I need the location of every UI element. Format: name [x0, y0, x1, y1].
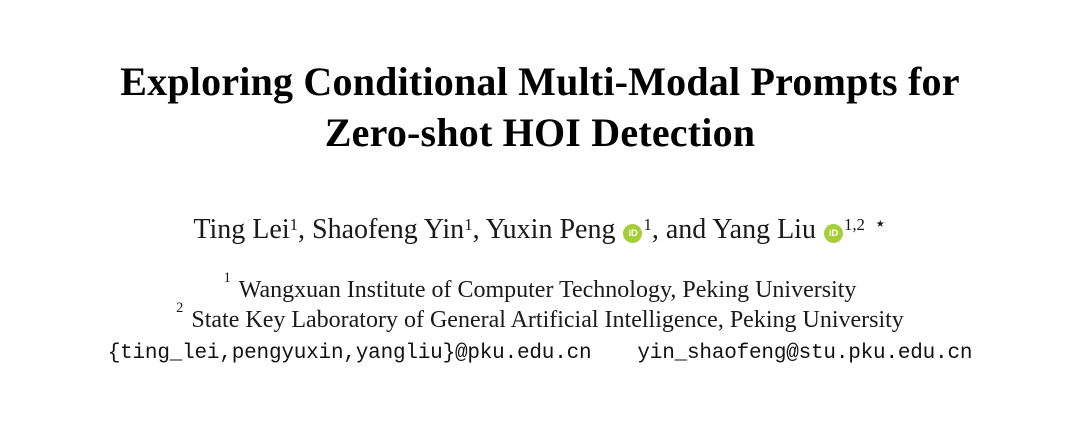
author-name-1: Ting Lei	[193, 214, 290, 245]
author-affil-sup-2: 1	[464, 214, 473, 234]
author-separator-1: ,	[298, 214, 313, 245]
author-affil-sup-4: 1,2	[843, 214, 865, 234]
orcid-icon[interactable]: iD	[823, 224, 843, 244]
paper-title-line-2: Zero-shot HOI Detection	[324, 110, 756, 155]
affiliation-text-1: Wangxuan Institute of Computer Technolog…	[238, 277, 857, 303]
author-separator-3: , and	[651, 214, 713, 245]
affiliation-line-2: 2 State Key Laboratory of General Artific…	[0, 300, 1080, 335]
author-name-2: Shaofeng Yin	[312, 214, 465, 245]
email-individual-address: yin_shaofeng@stu.pku.edu.cn	[637, 342, 973, 365]
author-separator-2: ,	[472, 214, 486, 245]
affiliation-text-2: State Key Laboratory of General Artifici…	[191, 307, 904, 333]
email-group-address: {ting_lei,pengyuxin,yangliu}@pku.edu.cn	[107, 342, 592, 365]
affiliation-marker-2: 2	[176, 299, 184, 316]
orcid-icon[interactable]: iD	[623, 224, 643, 244]
paper-title-line-1: Exploring Conditional Multi-Modal Prompt…	[120, 59, 960, 104]
affiliation-block: 1 Wangxuan Institute of Computer Technolo…	[0, 270, 1080, 335]
affiliation-line-1: 1 Wangxuan Institute of Computer Technolo…	[0, 270, 1080, 305]
author-affil-sup-3: 1	[643, 214, 652, 234]
paper-title: Exploring Conditional Multi-Modal Prompt…	[0, 56, 1080, 158]
author-name-4: Yang Liu	[712, 214, 816, 245]
author-affil-sup-1: 1	[289, 214, 299, 234]
author-line: Ting Lei1, Shaofeng Yin1, Yuxin Peng iD 1,…	[0, 211, 1080, 248]
orcid-icon-label: iD	[628, 228, 638, 239]
orcid-icon-label: iD	[829, 228, 838, 239]
corresponding-author-star: ⋆	[873, 212, 887, 235]
email-line: {ting_lei,pengyuxin,yangliu}@pku.edu.cn y…	[0, 340, 1080, 368]
affiliation-marker-1: 1	[223, 269, 231, 286]
author-name-3: Yuxin Peng	[485, 214, 616, 245]
